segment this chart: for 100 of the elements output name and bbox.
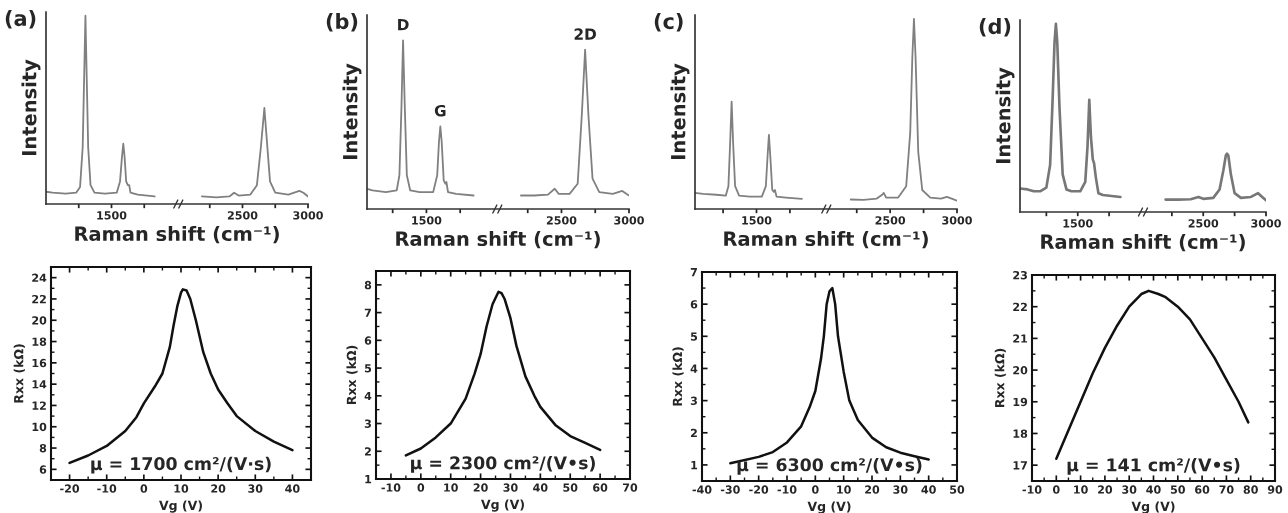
x-tick-label: 80 xyxy=(1243,485,1258,494)
x-tick-label: 90 xyxy=(1267,485,1283,494)
x-axis-title: Vg (V) xyxy=(159,500,202,513)
x-tick-label: 10 xyxy=(837,485,851,494)
x-tick-label: 2500 xyxy=(1188,219,1219,228)
chart-title: (a) xyxy=(5,10,36,29)
y-tick-label: 1 xyxy=(691,461,698,470)
y-axis-title: Rxx (kΩ) xyxy=(672,347,684,406)
x-tick-label: 20 xyxy=(473,483,488,492)
x-tick-label: 0 xyxy=(140,484,148,493)
y-tick-label: 6 xyxy=(364,336,372,345)
x-tick-label: 0 xyxy=(417,483,425,492)
x-tick-label: 40 xyxy=(1146,485,1161,494)
y-tick-label: 1 xyxy=(365,475,372,484)
annotation: μ = 1700 cm²/(V·s) xyxy=(91,456,271,474)
x-tick-label: -30 xyxy=(720,485,740,494)
y-tick-label: 12 xyxy=(32,401,46,410)
annotation: μ = 2300 cm²/(V•s) xyxy=(411,455,595,473)
x-tick-label: 10 xyxy=(444,483,458,492)
x-tick-label: 60 xyxy=(593,483,608,492)
y-tick-label: 2 xyxy=(364,447,371,456)
annotation: D xyxy=(398,19,409,31)
y-tick-label: 14 xyxy=(32,380,47,389)
y-tick-label: 5 xyxy=(364,364,372,373)
y-tick-label: 17 xyxy=(1013,461,1027,470)
line-series xyxy=(404,290,602,457)
x-axis-title: Raman shift (cm⁻¹) xyxy=(75,226,279,244)
x-tick-label: 30 xyxy=(893,485,908,494)
y-axis-title: Rxx (kΩ) xyxy=(994,348,1006,408)
x-tick-label: 40 xyxy=(921,485,936,494)
annotation: G xyxy=(434,104,446,117)
y-tick-label: 16 xyxy=(32,358,47,368)
x-tick-label: -10 xyxy=(1022,485,1042,494)
x-tick-label: 70 xyxy=(1219,485,1234,494)
y-axis-title: Intensity xyxy=(21,59,41,156)
y-tick-label: 20 xyxy=(32,316,47,325)
y-tick-label: 6 xyxy=(690,300,698,309)
x-tick-label: 20 xyxy=(865,485,880,494)
x-tick-label: 1500 xyxy=(1063,219,1093,228)
annotation: μ = 141 cm²/(V•s) xyxy=(1067,458,1240,475)
y-axis-title: Rxx (kΩ) xyxy=(13,344,25,403)
x-tick-label: 50 xyxy=(950,485,965,494)
y-tick-label: 18 xyxy=(32,337,47,346)
x-tick-label: 1500 xyxy=(742,216,772,225)
x-tick-label: 1500 xyxy=(97,211,127,220)
y-tick-label: 7 xyxy=(690,268,697,277)
x-tick-label: 30 xyxy=(1122,485,1137,494)
x-axis-title: Raman shift (cm⁻¹) xyxy=(396,231,600,249)
y-tick-label: 8 xyxy=(39,444,47,453)
chart-title: (d) xyxy=(979,18,1011,37)
x-tick-label: 0 xyxy=(1052,485,1060,494)
x-tick-label: 0 xyxy=(812,485,819,494)
x-tick-label: 2500 xyxy=(875,216,906,225)
annotation: 2D xyxy=(574,28,596,40)
y-tick-label: 6 xyxy=(39,465,47,474)
y-tick-label: 5 xyxy=(690,332,698,341)
y-axis-title: Intensity xyxy=(995,67,1015,164)
y-tick-label: 21 xyxy=(1013,334,1028,343)
y-tick-label: 8 xyxy=(364,280,372,290)
x-tick-label: 70 xyxy=(623,483,638,492)
x-tick-label: -10 xyxy=(381,483,401,492)
y-axis-title: Intensity xyxy=(670,63,690,160)
x-tick-label: -10 xyxy=(777,485,797,494)
x-axis-title: Vg (V) xyxy=(481,499,524,512)
y-tick-label: 3 xyxy=(690,396,697,405)
x-tick-label: 10 xyxy=(1074,485,1088,494)
y-tick-label: 3 xyxy=(364,419,371,428)
x-tick-label: 2500 xyxy=(227,211,258,220)
y-tick-label: 10 xyxy=(32,422,47,432)
y-tick-label: 23 xyxy=(1013,270,1027,280)
x-tick-label: 30 xyxy=(503,483,518,492)
y-tick-label: 4 xyxy=(364,391,372,401)
y-tick-label: 7 xyxy=(364,308,371,317)
x-tick-label: 20 xyxy=(1098,485,1113,494)
x-tick-label: 3000 xyxy=(614,216,644,225)
y-tick-label: 20 xyxy=(1013,366,1028,375)
x-tick-label: 1500 xyxy=(412,216,442,225)
x-tick-label: 10 xyxy=(174,484,189,493)
y-tick-label: 22 xyxy=(32,294,46,304)
chart-title: (c) xyxy=(654,13,683,32)
chart-title: (b) xyxy=(326,13,358,32)
x-tick-label: -20 xyxy=(60,484,80,493)
x-tick-label: 50 xyxy=(1170,485,1185,494)
x-axis-title: Vg (V) xyxy=(1131,501,1175,513)
y-tick-label: 18 xyxy=(1013,429,1028,438)
x-tick-label: 3000 xyxy=(293,211,323,220)
y-axis-title: Rxx (kΩ) xyxy=(346,345,358,405)
x-tick-label: -10 xyxy=(97,484,117,493)
y-tick-label: 24 xyxy=(32,273,47,282)
x-tick-label: 3000 xyxy=(942,216,972,225)
y-axis-title: Intensity xyxy=(342,63,362,160)
x-axis-title: Raman shift (cm⁻¹) xyxy=(1041,234,1245,252)
x-tick-label: 3000 xyxy=(1251,219,1281,228)
x-tick-label: 20 xyxy=(211,484,226,493)
x-tick-label: 40 xyxy=(533,483,548,492)
x-tick-label: 30 xyxy=(248,484,263,493)
y-tick-label: 22 xyxy=(1013,302,1027,311)
annotation: μ = 6300 cm²/(V•s) xyxy=(737,457,922,475)
x-tick-label: 60 xyxy=(1195,485,1210,494)
x-tick-label: -40 xyxy=(692,485,712,494)
